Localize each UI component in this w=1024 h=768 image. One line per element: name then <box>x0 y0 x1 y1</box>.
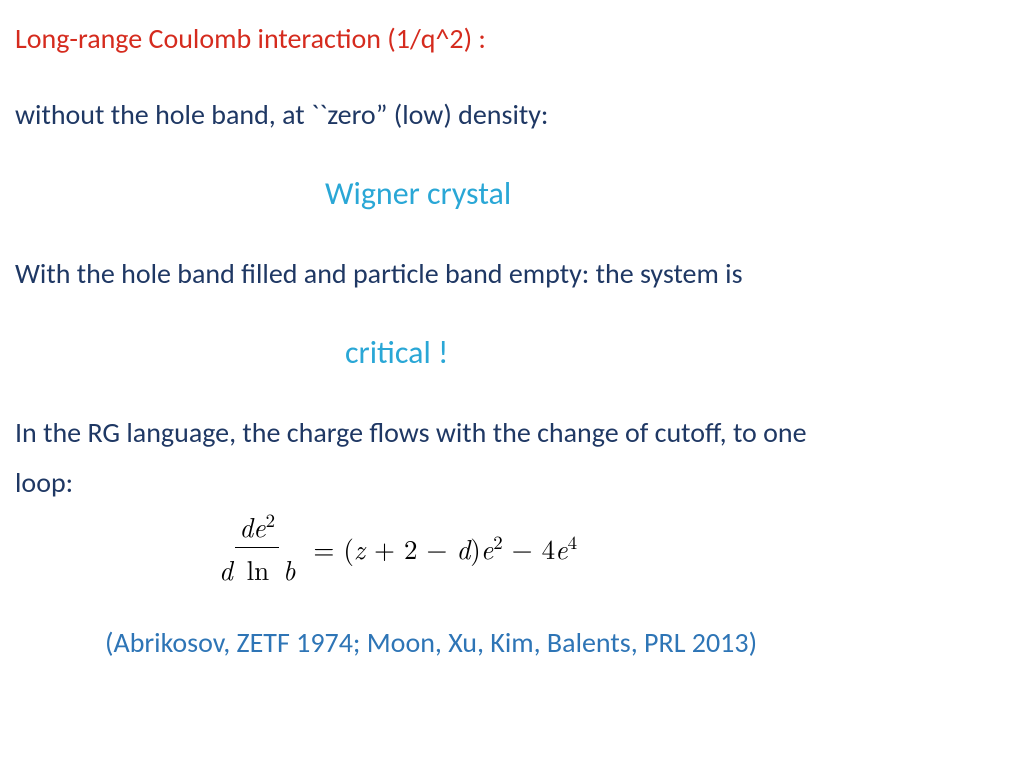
rg-equation: de2 d ln b = (z + 2 − d)e2 − 4e4 <box>215 507 1009 588</box>
rhs-z: z <box>354 529 365 567</box>
rhs-plus-minus: + 2 − <box>365 529 456 567</box>
numerator-sup: 2 <box>266 507 275 533</box>
line-rg-a: In the RG language, the charge flows wit… <box>15 414 1009 452</box>
denom-b: b <box>283 550 295 588</box>
rhs-close: ) <box>470 529 481 567</box>
slide-content: Long-range Coulomb interaction (1/q^2) :… <box>0 0 1024 677</box>
wigner-crystal-label: Wigner crystal <box>325 172 1009 215</box>
rhs-e2-sup: 4 <box>568 529 577 555</box>
denom-ln: ln <box>247 550 270 588</box>
rhs-e2: e <box>555 529 567 567</box>
title-line: Long-range Coulomb interaction (1/q^2) : <box>15 20 1009 58</box>
line-hole-band: With the hole band filled and particle b… <box>15 255 1009 293</box>
rhs-d: d <box>456 529 470 567</box>
fraction: de2 d ln b <box>215 507 299 588</box>
denom-d: d <box>219 550 233 588</box>
citation: (Abrikosov, ZETF 1974; Moon, Xu, Kim, Ba… <box>105 624 1009 662</box>
rhs-e1: e <box>481 529 493 567</box>
line-zero-density: without the hole band, at ``zero” (low) … <box>15 96 1009 134</box>
numerator-de: de <box>239 507 265 545</box>
equals-sign: = <box>313 529 343 567</box>
rhs-e1-sup: 2 <box>493 529 502 555</box>
line-rg-b: loop: <box>15 464 1009 502</box>
critical-label: critical ! <box>345 331 1009 374</box>
rhs-minus4: − 4 <box>503 529 556 567</box>
rhs-open: ( <box>343 529 354 567</box>
